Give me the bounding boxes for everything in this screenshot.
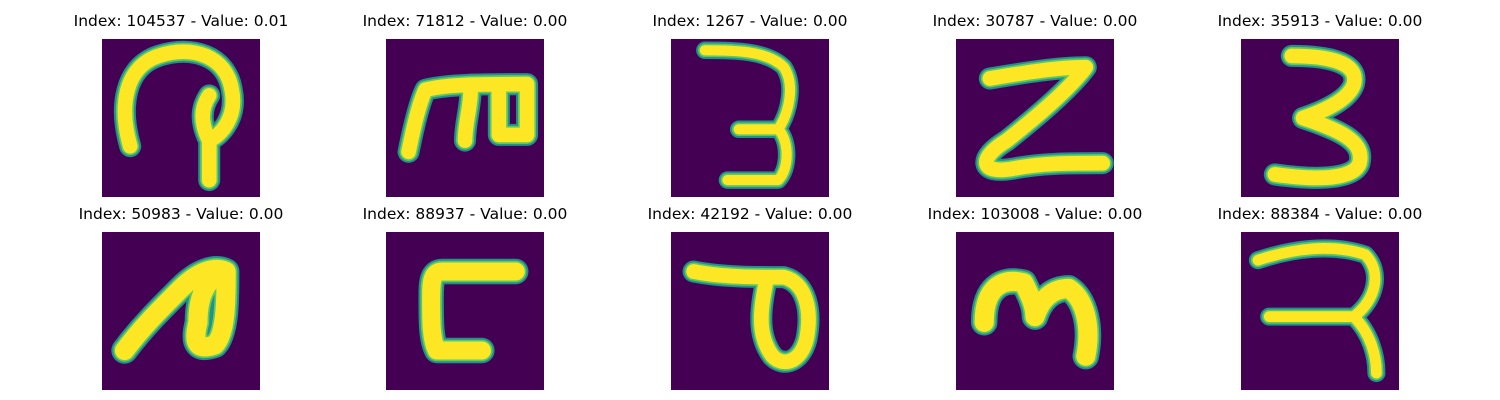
- glyph-stroke: [401, 76, 535, 160]
- panel-title: Index: 88937 - Value: 0.00: [362, 205, 568, 223]
- panel-title: Index: 88384 - Value: 0.00: [1217, 205, 1423, 223]
- panel-title: Index: 71812 - Value: 0.00: [362, 12, 568, 30]
- panel-title: Index: 104537 - Value: 0.01: [73, 12, 289, 30]
- glyph-image: [386, 39, 544, 197]
- panel-title: Index: 30787 - Value: 0.00: [932, 12, 1138, 30]
- glyph-svg: [102, 39, 260, 197]
- glyph-stroke: [974, 271, 1098, 366]
- glyph-svg: [956, 39, 1114, 197]
- glyph-stroke: [1267, 48, 1368, 186]
- glyph-svg: [1241, 232, 1399, 390]
- glyph-svg: [956, 232, 1114, 390]
- panel-title: Index: 1267 - Value: 0.00: [652, 12, 848, 30]
- glyph-svg: [386, 39, 544, 197]
- glyph-svg: [671, 232, 829, 390]
- sample-panel-2: Index: 71812 - Value: 0.00: [323, 12, 607, 198]
- glyph-image: [102, 232, 260, 390]
- sample-panel-9: Index: 103008 - Value: 0.00: [893, 205, 1177, 391]
- glyph-image: [102, 39, 260, 197]
- glyph-image: [671, 39, 829, 197]
- glyph-stroke: [114, 259, 236, 361]
- glyph-stroke: [1252, 243, 1382, 379]
- glyph-svg: [671, 39, 829, 197]
- glyph-stroke: [686, 264, 816, 370]
- glyph-svg: [1241, 39, 1399, 197]
- sample-panel-3: Index: 1267 - Value: 0.00: [608, 12, 892, 198]
- glyph-svg: [102, 232, 260, 390]
- glyph-image: [671, 232, 829, 390]
- glyph-image: [956, 232, 1114, 390]
- glyph-stroke: [422, 262, 525, 360]
- sample-panel-4: Index: 30787 - Value: 0.00: [893, 12, 1177, 198]
- sample-panel-5: Index: 35913 - Value: 0.00: [1178, 12, 1462, 198]
- glyph-image: [956, 39, 1114, 197]
- glyph-svg: [386, 232, 544, 390]
- glyph-stroke: [117, 44, 241, 188]
- sample-panel-1: Index: 104537 - Value: 0.01: [39, 12, 323, 198]
- panel-title: Index: 35913 - Value: 0.00: [1217, 12, 1423, 30]
- glyph-image: [386, 232, 544, 390]
- panel-title: Index: 103008 - Value: 0.00: [927, 205, 1143, 223]
- glyph-stroke: [979, 59, 1111, 178]
- sample-panel-6: Index: 50983 - Value: 0.00: [39, 205, 323, 391]
- glyph-image: [1241, 39, 1399, 197]
- sample-panel-8: Index: 42192 - Value: 0.00: [608, 205, 892, 391]
- sample-panel-7: Index: 88937 - Value: 0.00: [323, 205, 607, 391]
- glyph-image: [1241, 232, 1399, 390]
- sample-panel-10: Index: 88384 - Value: 0.00: [1178, 205, 1462, 391]
- panel-title: Index: 50983 - Value: 0.00: [78, 205, 284, 223]
- glyph-stroke: [699, 45, 795, 186]
- panel-title: Index: 42192 - Value: 0.00: [647, 205, 853, 223]
